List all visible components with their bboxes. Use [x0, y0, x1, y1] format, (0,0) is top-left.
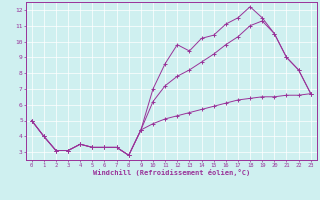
X-axis label: Windchill (Refroidissement éolien,°C): Windchill (Refroidissement éolien,°C): [92, 169, 250, 176]
